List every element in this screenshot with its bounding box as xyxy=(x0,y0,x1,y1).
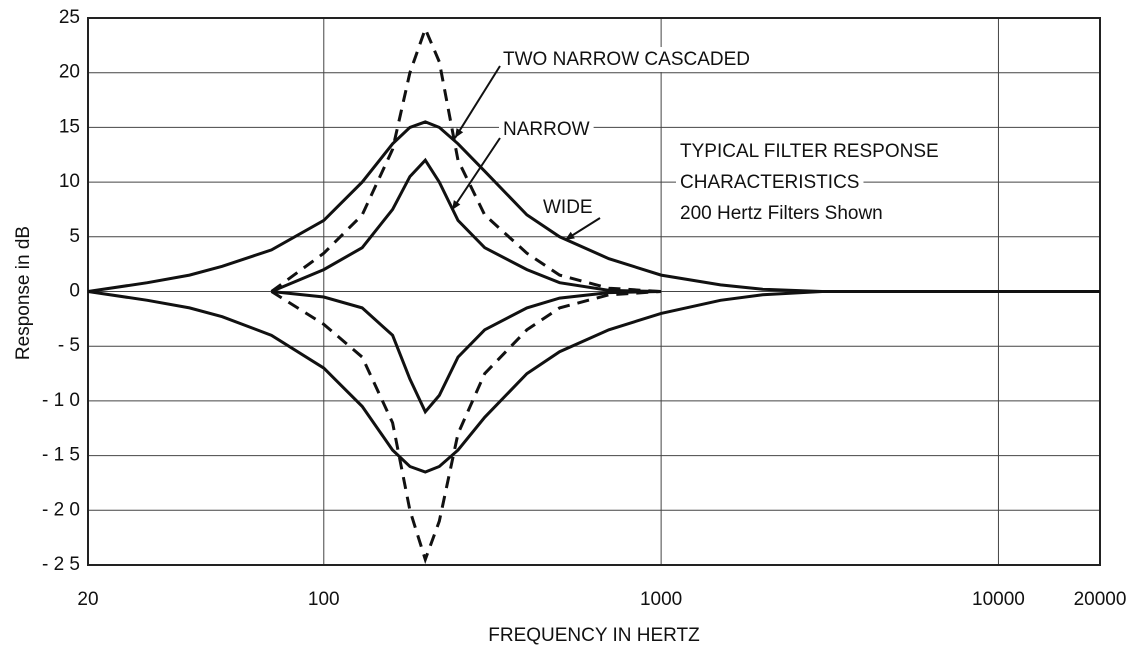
x-tick-label: 20 xyxy=(77,589,98,610)
x-tick-label: 1000 xyxy=(640,589,682,610)
series-line xyxy=(87,120,1100,293)
series-annotation: WIDE xyxy=(543,197,593,218)
label-background xyxy=(676,201,887,227)
y-tick-label: 25 xyxy=(59,7,80,28)
y-tick-label: 5 xyxy=(69,226,80,247)
series-annotation: NARROW xyxy=(503,119,590,140)
annotation: 200 Hertz Filters Shown xyxy=(680,203,883,224)
y-tick-label: 10 xyxy=(59,171,80,192)
series-annotation: TWO NARROW CASCADED xyxy=(503,49,750,70)
annotation: TYPICAL FILTER RESPONSE xyxy=(680,141,939,162)
arrow-head xyxy=(455,128,464,138)
label-background xyxy=(499,47,754,73)
x-axis-label: FREQUENCY IN HERTZ xyxy=(488,625,700,646)
arrow-line xyxy=(454,65,501,139)
x-tick-label: 100 xyxy=(308,589,340,610)
y-tick-label: - 5 xyxy=(58,335,80,356)
x-tick-label: 10000 xyxy=(972,589,1025,610)
y-axis-label: Response in dB xyxy=(13,226,34,360)
series-line xyxy=(87,290,1100,474)
series-line xyxy=(270,157,662,293)
annotation: CHARACTERISTICS xyxy=(680,172,859,193)
label-background xyxy=(499,117,594,143)
y-tick-label: - 1 5 xyxy=(42,445,80,466)
y-tick-label: - 1 0 xyxy=(42,390,80,411)
x-tick-label: 20000 xyxy=(1074,589,1127,610)
series-line xyxy=(270,24,662,293)
y-tick-label: 20 xyxy=(59,62,80,83)
label-background xyxy=(539,195,597,221)
series-line xyxy=(270,290,662,565)
label-background xyxy=(676,170,864,196)
series-line xyxy=(271,290,662,415)
y-tick-label: - 2 5 xyxy=(42,554,80,575)
arrow-head xyxy=(452,200,461,210)
label-background xyxy=(676,139,943,165)
y-tick-label: - 2 0 xyxy=(42,499,80,520)
y-tick-label: 15 xyxy=(59,116,80,137)
arrow-head xyxy=(565,231,575,240)
arrow-line xyxy=(451,137,501,211)
y-tick-label: 0 xyxy=(69,281,80,302)
